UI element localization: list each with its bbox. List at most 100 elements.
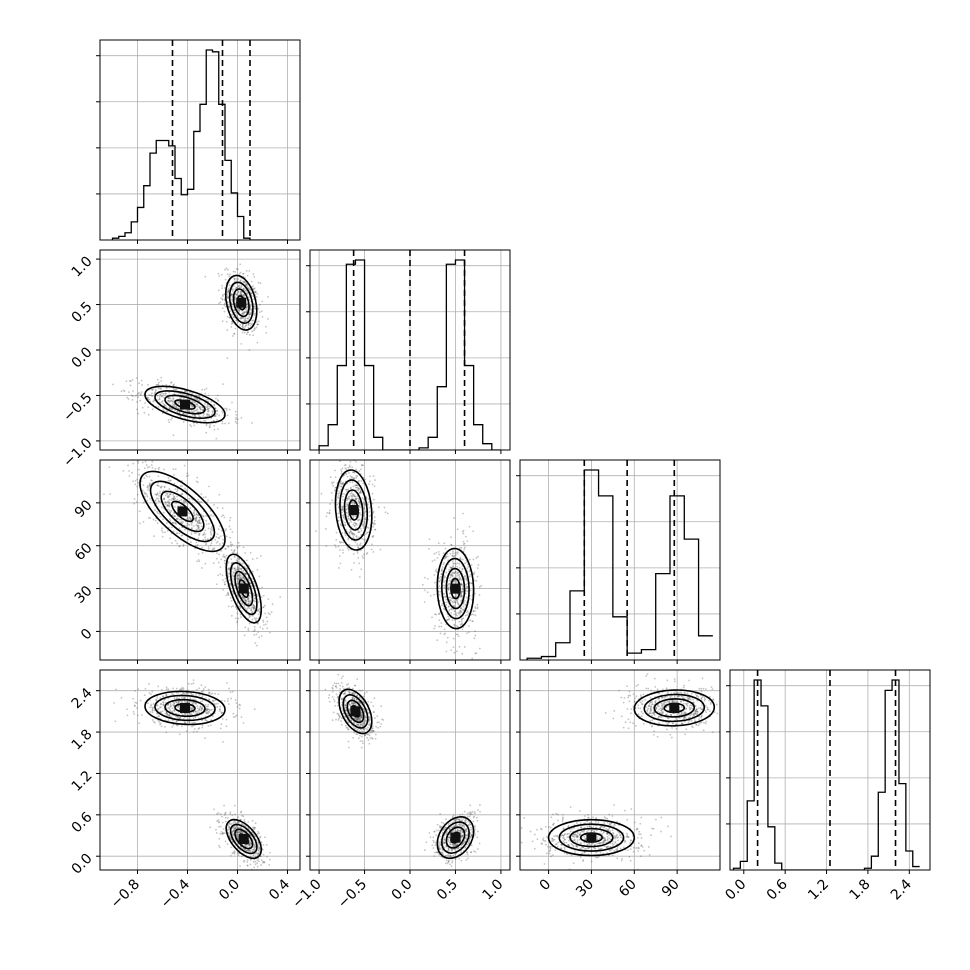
sample-point [344,463,347,466]
sample-point [201,695,204,698]
sample-point [243,287,245,290]
sample-point [201,691,204,694]
sample-point [194,401,197,404]
sample-point [279,596,282,598]
sample-point [451,600,454,603]
sample-point [237,560,239,563]
sample-point [221,821,224,824]
sample-point [196,730,198,733]
sample-point [164,404,167,407]
sample-point [213,420,215,422]
sample-point [223,555,226,558]
contour-level [232,288,250,318]
sample-point [213,548,215,551]
sample-point [173,697,176,700]
sample-point [168,505,170,508]
sample-point [155,384,158,386]
sample-point [240,342,243,345]
contour-level [339,479,369,541]
sample-point [458,612,461,615]
sample-point [173,393,176,396]
sample-point [221,542,224,544]
sample-point [136,408,138,411]
sample-point [221,718,224,720]
sample-point [153,399,156,401]
sample-point [257,622,260,625]
sample-point [254,618,257,620]
sample-point [198,534,201,537]
sample-point [163,485,166,488]
sample-point [338,491,341,493]
sample-point [353,561,355,564]
sample-point [356,484,358,487]
sample-point [231,530,234,533]
sample-point [204,405,207,408]
sample-point [255,644,258,647]
sample-point [362,464,365,467]
sample-point [156,492,159,495]
sample-point [234,813,237,816]
sample-point [325,528,327,530]
sample-point [363,512,366,515]
sample-point [183,712,186,715]
sample-point [346,475,349,478]
sample-point [235,287,237,289]
sample-point [225,267,228,270]
sample-point [240,317,243,320]
sample-point [340,472,343,475]
sample-point [193,410,196,412]
sample-point [246,864,249,867]
sample-point [452,646,455,649]
sample-point [170,715,173,718]
sample-point [149,710,152,713]
sample-point [348,522,351,524]
sample-point [438,612,441,615]
sample-point [202,689,205,692]
sample-point [205,424,208,427]
sample-point [224,811,227,814]
sample-point [359,502,361,504]
sample-point [185,501,188,504]
sample-point [133,502,135,505]
sample-point [238,273,241,276]
sample-point [164,393,167,395]
sample-point [254,290,257,293]
sample-point [201,546,204,549]
sample-point [143,467,146,470]
sample-point [194,702,197,704]
sample-point [359,491,362,494]
sample-point [230,838,233,841]
sample-point [230,822,233,825]
sample-point [372,551,375,553]
sample-point [238,284,241,287]
sample-point [236,612,239,615]
sample-point [218,275,221,277]
sample-point [237,541,240,544]
sample-point [191,406,194,408]
sample-point [357,546,359,549]
sample-point [356,523,358,526]
sample-point [242,721,245,724]
sample-point [261,849,264,851]
sample-point [244,319,247,322]
sample-point [470,582,473,585]
sample-point [205,719,208,722]
sample-point [231,322,234,324]
sample-point [194,520,197,522]
sample-point [233,296,236,299]
sample-point [356,487,359,489]
sample-point [252,592,255,595]
sample-point [204,737,207,740]
sample-point [259,836,261,839]
sample-point [215,541,218,544]
sample-point [198,521,201,524]
sample-point [171,514,174,516]
sample-point [190,518,193,521]
sample-point [237,284,240,287]
sample-point [185,730,188,732]
sample-point [169,400,172,403]
sample-point [134,689,137,692]
sample-point [379,548,382,551]
sample-point [460,594,463,597]
sample-point [207,708,210,711]
